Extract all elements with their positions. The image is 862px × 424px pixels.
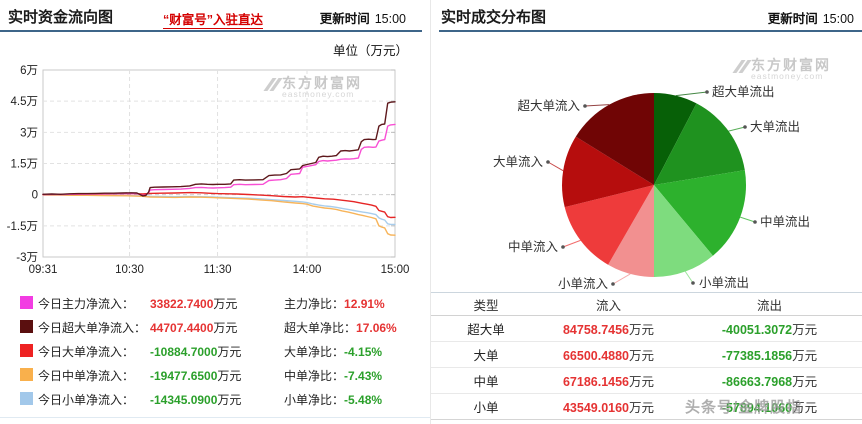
fund-flow-legend: 今日主力净流入： 33822.7400万元 主力净比：12.91% 今日超大单净…	[0, 291, 430, 411]
distribution-panel: 实时成交分布图 更新时间 15:00 超大单流出 大单流出 中单流出 小单流出 小单流入中…	[430, 0, 862, 424]
legend-row-super-large: 今日超大单净流入： 44707.4400万元 超大单净比：17.06%	[0, 315, 430, 339]
distribution-title: 实时成交分布图	[441, 9, 547, 26]
svg-text:0: 0	[32, 190, 38, 202]
table-row-super-large: 超大单 84758.7456万元 -40051.3072万元	[431, 316, 862, 342]
panel-bottom-divider	[0, 417, 430, 418]
legend-ratio: 小单净比：-5.48%	[284, 393, 383, 407]
header-divider	[439, 30, 862, 32]
cell-outflow: -57894.1060万元	[721, 401, 818, 415]
table-row-small: 小单 43549.0160万元 -57894.1060万元	[431, 394, 862, 420]
table-header: 类型 流入 流出	[431, 292, 862, 316]
col-inflow: 流入	[595, 298, 621, 313]
cell-type: 超大单	[467, 323, 505, 337]
cell-inflow: 66500.4880万元	[562, 349, 655, 363]
legend-row-main: 今日主力净流入： 33822.7400万元 主力净比：12.91%	[0, 291, 430, 315]
cell-inflow: 43549.0160万元	[562, 401, 655, 415]
legend-ratio: 主力净比：12.91%	[284, 297, 385, 311]
legend-row-small: 今日小单净流入： -14345.0900万元 小单净比：-5.48%	[0, 387, 430, 411]
wealth-account-link[interactable]: “财富号”入驻直达	[163, 9, 264, 29]
svg-text:-1.5万: -1.5万	[7, 221, 38, 233]
update-label: 更新时间	[767, 12, 818, 26]
legend-row-large: 今日大单净流入： -10884.7000万元 大单净比：-4.15%	[0, 339, 430, 363]
svg-text:中单流出: 中单流出	[760, 214, 810, 229]
cell-type: 小单	[473, 401, 499, 415]
legend-label: 今日中单净流入：	[38, 369, 135, 383]
svg-text:10:30: 10:30	[115, 264, 144, 276]
flow-table: 类型 流入 流出 超大单 84758.7456万元 -40051.3072万元 …	[431, 292, 862, 420]
cell-inflow: 84758.7456万元	[562, 323, 655, 337]
left-update-time: 更新时间 15:00	[320, 8, 406, 27]
legend-ratio: 中单净比：-7.43%	[284, 369, 383, 383]
svg-text:超大单流入: 超大单流入	[517, 98, 580, 113]
svg-text:11:30: 11:30	[204, 264, 232, 276]
col-outflow: 流出	[756, 298, 782, 313]
table-row-large: 大单 66500.4880万元 -77385.1856万元	[431, 342, 862, 368]
svg-text:大单流出: 大单流出	[750, 120, 800, 134]
legend-swatch	[20, 296, 33, 309]
legend-value: -19477.6500万元	[150, 369, 242, 383]
svg-text:小单流出: 小单流出	[699, 276, 749, 290]
legend-value: -14345.0900万元	[150, 393, 242, 407]
cell-type: 中单	[473, 375, 499, 389]
legend-label: 今日主力净流入：	[38, 297, 135, 311]
update-value: 15:00	[822, 12, 854, 26]
cell-outflow: -40051.3072万元	[721, 323, 818, 337]
legend-swatch	[20, 344, 33, 357]
col-type: 类型	[473, 298, 499, 313]
right-update-time: 更新时间 15:00	[768, 8, 854, 27]
fund-flow-title: 实时资金流向图	[8, 9, 114, 26]
legend-value: 33822.7400万元	[150, 297, 238, 311]
legend-value: 44707.4400万元	[150, 321, 238, 335]
svg-text:15:00: 15:00	[381, 264, 410, 276]
svg-text:-3万: -3万	[16, 252, 38, 264]
svg-text:小单流入: 小单流入	[558, 277, 609, 291]
unit-label: 单位（万元）	[332, 44, 408, 58]
cell-type: 大单	[473, 349, 499, 363]
svg-text:超大单流出: 超大单流出	[712, 84, 775, 99]
header-divider	[0, 30, 422, 32]
cell-inflow: 67186.1456万元	[562, 375, 655, 389]
update-value: 15:00	[374, 12, 406, 26]
legend-ratio: 大单净比：-4.15%	[284, 345, 383, 359]
table-row-medium: 中单 67186.1456万元 -86663.7968万元	[431, 368, 862, 394]
svg-text:6万: 6万	[20, 65, 38, 77]
svg-text:4.5万: 4.5万	[11, 96, 39, 108]
legend-swatch	[20, 392, 33, 405]
cell-outflow: -86663.7968万元	[721, 375, 818, 389]
svg-text:09:31: 09:31	[29, 264, 58, 276]
fund-flow-panel: 实时资金流向图 “财富号”入驻直达 更新时间 15:00 单位（万元） 6万 4.5…	[0, 0, 430, 424]
svg-text:中单流入: 中单流入	[508, 239, 559, 254]
legend-label: 今日超大单净流入：	[38, 321, 147, 335]
svg-text:3万: 3万	[20, 127, 38, 139]
cell-outflow: -77385.1856万元	[721, 349, 818, 363]
svg-text:大单流入: 大单流入	[493, 155, 544, 169]
legend-swatch	[20, 368, 33, 381]
legend-label: 今日大单净流入：	[38, 345, 135, 359]
svg-text:1.5万: 1.5万	[11, 159, 39, 171]
svg-text:14:00: 14:00	[293, 264, 322, 276]
legend-value: -10884.7000万元	[150, 345, 242, 359]
legend-ratio: 超大单净比：17.06%	[284, 321, 397, 335]
legend-swatch	[20, 320, 33, 333]
legend-label: 今日小单净流入：	[38, 393, 135, 407]
legend-row-medium: 今日中单净流入： -19477.6500万元 中单净比：-7.43%	[0, 363, 430, 387]
update-label: 更新时间	[319, 12, 370, 26]
